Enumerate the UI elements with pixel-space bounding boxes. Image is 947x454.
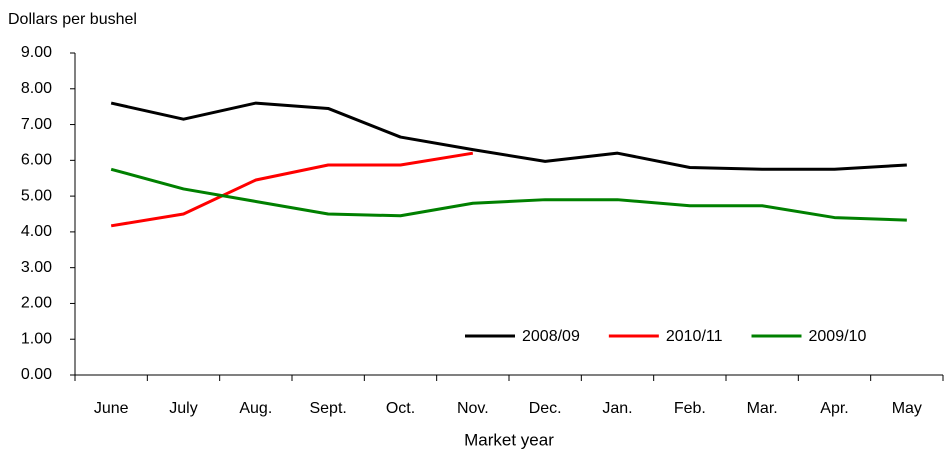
x-tick-label: June (94, 400, 129, 417)
y-tick-label: 3.00 (21, 259, 52, 276)
x-tick-label: Apr. (820, 400, 848, 417)
x-tick-label: Oct. (386, 400, 415, 417)
y-tick-label: 2.00 (21, 295, 52, 312)
x-tick-label: Jan. (602, 400, 632, 417)
series-line (110, 167, 907, 222)
x-tick-label: May (892, 400, 922, 417)
y-tick-label: 1.00 (21, 330, 52, 347)
legend-label: 2008/09 (522, 328, 580, 345)
y-tick-label: 7.00 (21, 116, 52, 133)
series-line (110, 101, 907, 171)
x-axis-label: Market year (464, 430, 554, 449)
y-tick-label: 4.00 (21, 223, 52, 240)
x-tick-label: Sept. (309, 400, 346, 417)
x-tick-label: Aug. (239, 400, 272, 417)
series-line (110, 151, 474, 228)
y-axis-label: Dollars per bushel (8, 11, 137, 28)
x-tick-label: Nov. (457, 400, 489, 417)
y-tick-label: 8.00 (21, 80, 52, 97)
legend-label: 2009/10 (809, 328, 867, 345)
y-tick-label: 6.00 (21, 152, 52, 169)
y-tick-label: 5.00 (21, 187, 52, 204)
y-tick-label: 0.00 (21, 366, 52, 383)
x-tick-label: Mar. (747, 400, 778, 417)
y-tick-label: 9.00 (21, 44, 52, 61)
x-tick-label: Feb. (674, 400, 706, 417)
x-tick-label: July (169, 400, 197, 417)
legend-label: 2010/11 (666, 328, 723, 345)
x-tick-label: Dec. (529, 400, 562, 417)
